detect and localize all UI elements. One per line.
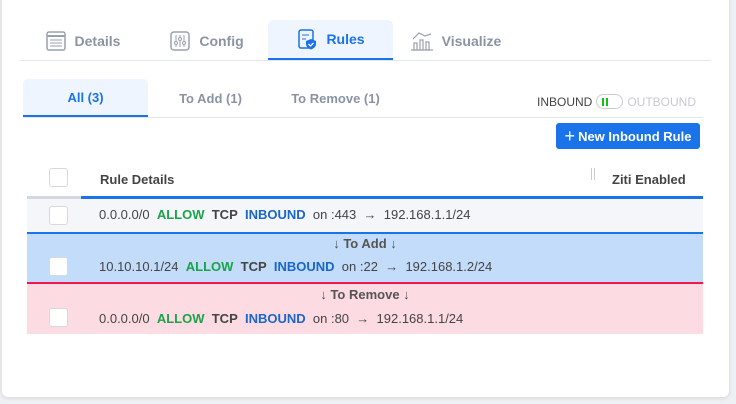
tab-details[interactable]: Details — [20, 20, 145, 61]
to-remove-label: ↓ To Remove ↓ — [320, 287, 410, 302]
header-underline — [27, 196, 81, 199]
tab-label: Config — [199, 32, 244, 49]
chart-icon — [410, 31, 433, 51]
inbound-label: INBOUND — [537, 94, 593, 109]
header-rule-details: Rule Details — [100, 172, 175, 187]
to-add-section: ↓ To Add ↓ 10.10.10.1/24 ALLOW TCP INBOU… — [27, 234, 703, 283]
remove-divider — [27, 282, 703, 284]
to-remove-section: ↓ To Remove ↓ 0.0.0.0/0 ALLOW TCP INBOUN… — [27, 284, 703, 334]
add-divider — [27, 232, 703, 234]
tab-rules[interactable]: Rules — [268, 20, 393, 61]
tab-visualize[interactable]: Visualize — [393, 20, 518, 61]
rule-details: 0.0.0.0/0 ALLOW TCP INBOUND on :443 → 19… — [99, 207, 471, 222]
details-list-icon — [45, 30, 66, 51]
rule-details: 0.0.0.0/0 ALLOW TCP INBOUND on :80 → 192… — [99, 311, 464, 326]
sliders-icon — [170, 30, 191, 51]
new-inbound-rule-button[interactable]: + New Inbound Rule — [556, 123, 700, 149]
column-resizer[interactable] — [591, 168, 595, 180]
tab-divider — [20, 60, 711, 61]
subtab-divider — [23, 117, 703, 118]
header-ziti-enabled: Ziti Enabled — [612, 172, 686, 187]
table-row: 0.0.0.0/0 ALLOW TCP INBOUND on :443 → 19… — [27, 199, 703, 232]
subtab-to-remove[interactable]: To Remove (1) — [291, 91, 380, 106]
row-checkbox[interactable] — [49, 206, 68, 225]
row-checkbox[interactable] — [49, 308, 68, 327]
select-all-checkbox[interactable] — [49, 168, 68, 187]
to-add-label: ↓ To Add ↓ — [333, 236, 397, 251]
subtab-to-add[interactable]: To Add (1) — [179, 91, 242, 106]
tab-label: Visualize — [441, 32, 502, 49]
header-underline-active — [81, 196, 703, 199]
outbound-label: OUTBOUND — [627, 94, 697, 109]
subtab-all[interactable]: All (3) — [23, 79, 148, 118]
tab-config[interactable]: Config — [145, 20, 268, 61]
rules-shield-icon — [298, 29, 317, 50]
plus-icon: + — [564, 125, 576, 146]
tab-label: Rules — [326, 31, 365, 47]
tab-label: Details — [74, 32, 121, 49]
row-checkbox[interactable] — [49, 257, 68, 276]
rule-details: 10.10.10.1/24 ALLOW TCP INBOUND on :22 →… — [99, 259, 493, 274]
toggle-switch[interactable] — [596, 94, 624, 109]
direction-toggle[interactable]: INBOUND OUTBOUND — [537, 94, 696, 109]
